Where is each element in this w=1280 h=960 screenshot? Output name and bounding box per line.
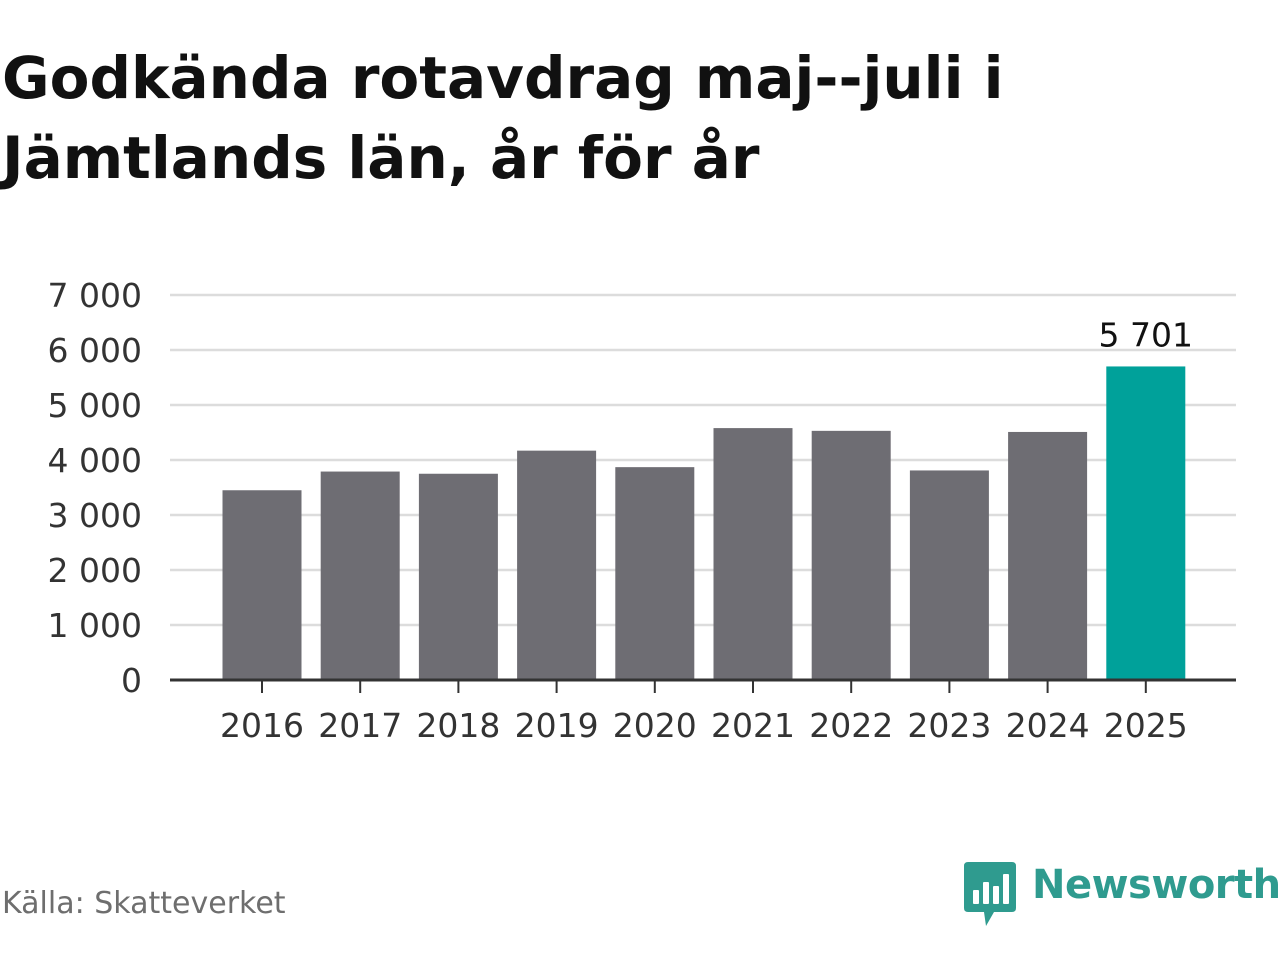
bar-2025 (1106, 366, 1186, 680)
x-tick-label: 2019 (515, 706, 599, 745)
bar-2017 (320, 471, 400, 680)
bar-2020 (615, 467, 695, 680)
bar-2018 (418, 473, 498, 680)
x-tick-label: 2023 (907, 706, 991, 745)
x-axis: 2016 2017 2018 2019 2020 2021 2022 2023 2024 2025 (170, 678, 1236, 745)
y-tick-label: 4 000 (48, 441, 142, 480)
x-tick-label: 2025 (1104, 706, 1188, 745)
newsworthy-logo: Newsworthy (964, 862, 1280, 928)
bar-2016 (222, 490, 302, 680)
x-tick-label: 2022 (809, 706, 893, 745)
bar-2021 (713, 428, 793, 680)
bar-2024 (1008, 431, 1088, 680)
brand-name: Newsworthy (1032, 862, 1280, 908)
y-tick-label: 3 000 (48, 496, 142, 535)
x-tick-label: 2020 (613, 706, 697, 745)
y-tick-label: 1 000 (48, 606, 142, 645)
y-tick-label: 6 000 (48, 331, 142, 370)
data-label: 5 701 (1099, 315, 1193, 354)
y-tick-label: 2 000 (48, 551, 142, 590)
x-tick-label: 2017 (318, 706, 402, 745)
bar-2019 (517, 450, 597, 680)
y-axis-ticks: 0 1 000 2 000 3 000 4 000 5 000 6 000 7 000 (48, 276, 142, 700)
x-tick-label: 2021 (711, 706, 795, 745)
newsworthy-logo-icon (964, 862, 1016, 926)
source-note: Källa: Skatteverket (2, 886, 286, 921)
bar-2023 (909, 470, 989, 680)
chart-title: Godkända rotavdrag maj--juli i Jämtlands… (2, 44, 1004, 192)
y-tick-label: 5 000 (48, 386, 142, 425)
y-tick-label: 7 000 (48, 276, 142, 315)
x-tick-label: 2018 (416, 706, 500, 745)
x-tick-label: 2024 (1006, 706, 1090, 745)
bar-2022 (811, 430, 891, 680)
data-labels: 5 701 (1099, 315, 1193, 354)
bars (222, 366, 1186, 680)
x-tick-label: 2016 (220, 706, 304, 745)
y-tick-label: 0 (121, 661, 142, 700)
